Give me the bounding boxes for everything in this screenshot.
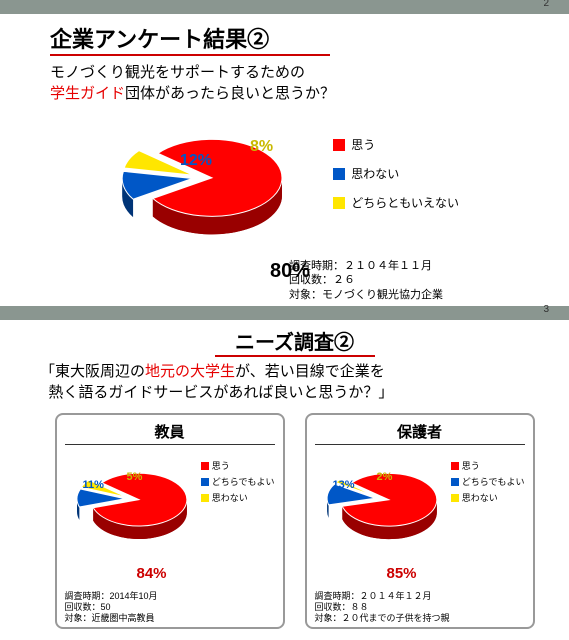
legend-row: 思う: [201, 459, 275, 472]
mini-legend: 思うどちらでもよい思わない: [201, 459, 275, 507]
q-pre: 「東大阪周辺の: [40, 363, 145, 380]
panel-chart: 84% 11% 5% 思うどちらでもよい思わない: [65, 449, 275, 589]
info-l2: 回収数：50: [65, 602, 275, 613]
pct-label: 2%: [377, 471, 393, 483]
legend-label: 思わない: [212, 491, 248, 504]
title-underline: [50, 54, 330, 56]
panel-info: 調査時期：2014年10月回収数：50対象：近畿圏中高教員: [65, 591, 275, 623]
section1-subtitle: モノづくり観光をサポートするための 学生ガイド団体があったら良いと思うか？: [50, 62, 539, 104]
panels: 教員84%11%5%思うどちらでもよい思わない調査時期：2014年10月回収数：…: [40, 413, 549, 629]
legend-label: 思う: [212, 459, 230, 472]
legend-swatch: [333, 197, 345, 209]
legend-row: 思わない: [201, 491, 275, 504]
pct-label: 13%: [333, 479, 355, 491]
legend-row: どちらでもよい: [451, 475, 525, 488]
chart-area-1: 80%12%8% 思う思わないどちらともいえない 調査時期：２１０４年１１月 回…: [50, 112, 539, 302]
info-l1: 調査時期：2014年10月: [65, 591, 275, 602]
top-divider: 2: [0, 0, 569, 14]
section1-title: 企業アンケート結果②: [50, 22, 539, 54]
legend-label: どちらでもよい: [212, 475, 275, 488]
pct-label: 11%: [83, 479, 104, 491]
title2-underline: [215, 355, 375, 357]
legend-label: どちらともいえない: [351, 194, 459, 211]
section2-title: ニーズ調査②: [40, 326, 549, 355]
panel-info: 調査時期：２０１４年１２月回収数：８８対象：２０代までの子供を持つ親: [315, 591, 525, 623]
q-line2: 熱く語るガイドサービスがあれば良いと思うか？」: [48, 384, 393, 401]
panel: 保護者 85% 13% 2% 思うどちらでもよい思わない調査時期：２０１４年１２月回収数…: [305, 413, 535, 629]
mid-divider: 3: [0, 306, 569, 320]
info-l2: 回収数：２６: [289, 273, 509, 287]
survey-info: 調査時期：２１０４年１１月 回収数：２６ 対象：モノづくり観光協力企業: [289, 259, 509, 302]
legend-label: 思わない: [351, 165, 399, 182]
panel: 教員 84% 11% 5% 思うどちらでもよい思わない調査時期：2014年10月回収数：…: [55, 413, 285, 629]
info-l1: 調査時期：２０１４年１２月: [315, 591, 525, 602]
question: 「東大阪周辺の地元の大学生が、若い目線で企業を 熱く語るガイドサービスがあれば良…: [40, 361, 549, 403]
legend-swatch: [201, 478, 209, 486]
legend-1: 思う思わないどちらともいえない: [333, 136, 459, 223]
legend-label: 思わない: [462, 491, 498, 504]
panel-title: 保護者: [315, 421, 525, 445]
pct-label: 85%: [387, 565, 417, 582]
legend-label: 思う: [351, 136, 375, 153]
legend-row: どちらともいえない: [333, 194, 459, 211]
panel-chart: 85% 13% 2% 思うどちらでもよい思わない: [315, 449, 525, 589]
info-l2: 回収数：８８: [315, 602, 525, 613]
q-mid: が、若い目線で企業を: [235, 363, 385, 380]
q-red: 地元の大学生: [145, 363, 235, 380]
legend-swatch: [201, 494, 209, 502]
legend-row: 思う: [333, 136, 459, 153]
info-l3: 対象：モノづくり観光協力企業: [289, 288, 509, 302]
legend-swatch: [451, 478, 459, 486]
section-1: 企業アンケート結果② モノづくり観光をサポートするための 学生ガイド団体があった…: [0, 14, 569, 306]
pct-label: 84%: [137, 565, 167, 582]
panel-title: 教員: [65, 421, 275, 445]
page-number: 3: [543, 304, 549, 315]
legend-row: どちらでもよい: [201, 475, 275, 488]
legend-label: どちらでもよい: [462, 475, 525, 488]
legend-swatch: [451, 462, 459, 470]
pct-label: 8%: [250, 138, 273, 156]
legend-label: 思う: [462, 459, 480, 472]
subtitle-red: 学生ガイド: [50, 85, 125, 102]
legend-row: 思わない: [451, 491, 525, 504]
subtitle-line2: 団体があったら良いと思うか？: [125, 85, 335, 102]
legend-swatch: [451, 494, 459, 502]
pct-label: 5%: [127, 471, 143, 483]
page-number: 2: [543, 0, 549, 9]
legend-row: 思う: [451, 459, 525, 472]
section-2: ニーズ調査② 「東大阪周辺の地元の大学生が、若い目線で企業を 熱く語るガイドサー…: [0, 320, 569, 637]
pct-label: 12%: [180, 152, 212, 170]
mini-legend: 思うどちらでもよい思わない: [451, 459, 525, 507]
subtitle-line1: モノづくり観光をサポートするための: [50, 64, 305, 81]
legend-row: 思わない: [333, 165, 459, 182]
info-l3: 対象：２０代までの子供を持つ親: [315, 613, 525, 624]
info-l1: 調査時期：２１０４年１１月: [289, 259, 509, 273]
info-l3: 対象：近畿圏中高教員: [65, 613, 275, 624]
legend-swatch: [201, 462, 209, 470]
legend-swatch: [333, 168, 345, 180]
legend-swatch: [333, 139, 345, 151]
